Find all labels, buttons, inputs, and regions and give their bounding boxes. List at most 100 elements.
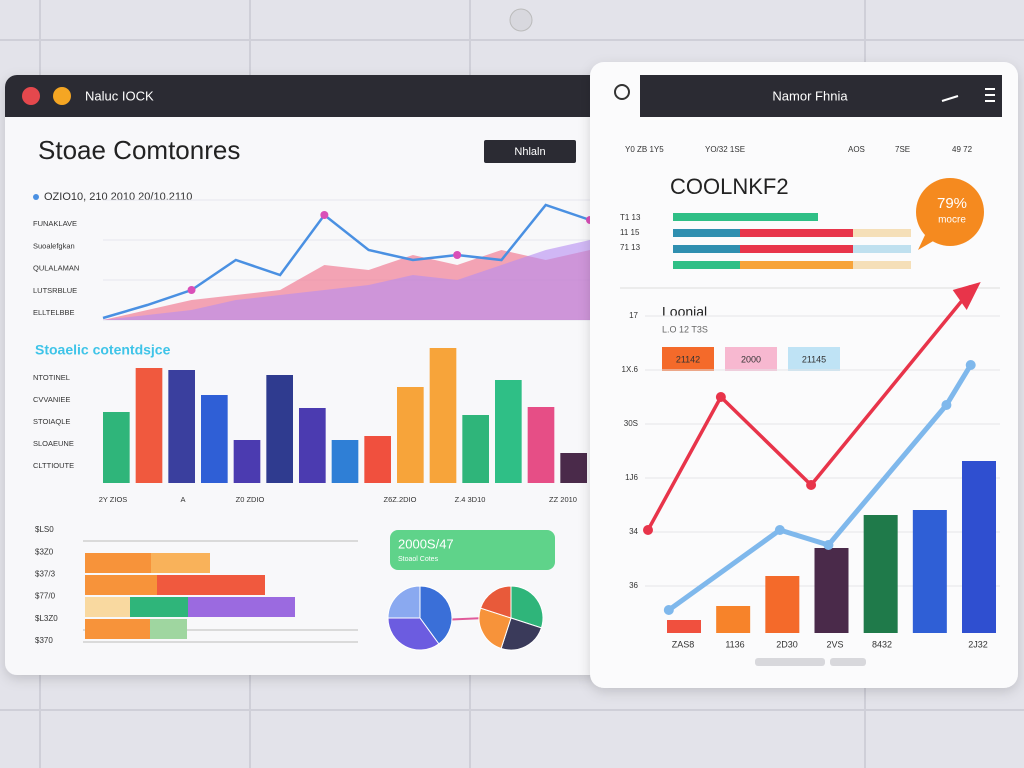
bar	[103, 412, 130, 483]
tag	[788, 347, 840, 371]
camera	[509, 8, 533, 32]
row-label: ELLTELBBE	[33, 308, 75, 317]
line-point	[453, 251, 462, 259]
pie-slice	[500, 617, 543, 651]
hbar-segment	[85, 553, 151, 573]
badge-sub: mocre	[938, 215, 966, 226]
bar	[912, 510, 947, 633]
row-label: $LS0	[35, 525, 54, 534]
x-label: 2D30	[776, 639, 798, 649]
hbar-segment	[673, 213, 818, 221]
row-label: FUNAKLAVE	[33, 219, 77, 228]
x-label: Z0 ZDIO	[236, 495, 265, 504]
menu-icon[interactable]	[985, 88, 995, 102]
x-label: A	[180, 495, 185, 504]
bar	[667, 620, 701, 633]
arrow-head	[952, 282, 981, 310]
area	[103, 240, 590, 320]
y-label: 1X.6	[622, 365, 639, 374]
hbar-segment	[150, 619, 187, 639]
top-label: Y0 ZB 1Y5	[625, 145, 664, 154]
row-label: $37/3	[35, 570, 56, 579]
row-label: STOIAQLE	[33, 417, 70, 426]
bar	[495, 380, 522, 483]
row-label: $370	[35, 636, 53, 645]
top-label: YO/32 1SE	[705, 145, 745, 154]
line-point	[806, 480, 817, 490]
badge-title: 2000S/47	[398, 536, 454, 551]
chart-heading: Loonial	[662, 304, 707, 320]
tag	[662, 347, 714, 371]
hbar-segment	[188, 597, 295, 617]
hbar-segment	[85, 575, 157, 595]
bar	[863, 515, 898, 633]
row-label: CVVANIEE	[33, 395, 70, 404]
hbar-segment	[673, 229, 740, 237]
x-label: Z.4 3D10	[455, 495, 486, 504]
settings-icon[interactable]	[614, 84, 630, 100]
window-body	[5, 75, 603, 675]
row-label: 11 15	[620, 228, 640, 237]
left-window: Naluc IOCK Stoae Comtonres Nhlaln OZIO10…	[5, 75, 603, 675]
hbar-segment	[85, 597, 130, 617]
badge-sub: Stoaol Cotes	[398, 556, 439, 563]
pie-slice	[387, 585, 421, 619]
scroll-pill[interactable]	[830, 658, 866, 666]
badge-value: 79%	[937, 195, 967, 212]
x-label: 1136	[725, 639, 744, 649]
subheading: Stoaelic cotentdsjce	[35, 342, 171, 358]
bar	[962, 461, 996, 633]
x-label: ZAS8	[672, 639, 695, 649]
top-label: 49 72	[952, 145, 973, 154]
bar	[765, 576, 800, 633]
dot	[33, 194, 39, 200]
heading: COOLNKF2	[670, 174, 789, 199]
hbar-segment	[853, 229, 911, 237]
right-window: Namor Fhnia COOLNKF2 79% mocre Loonial L…	[590, 62, 1018, 688]
y-label: 36	[629, 581, 638, 590]
badge	[390, 530, 555, 570]
row-label: 71 13	[620, 243, 641, 252]
x-label: 8432	[872, 639, 892, 649]
hbar-segment	[673, 245, 740, 253]
button[interactable]	[484, 140, 576, 163]
pie-slice	[479, 585, 512, 619]
bar	[201, 395, 228, 483]
line	[646, 288, 973, 532]
line-point	[663, 605, 674, 615]
badge-tail	[918, 235, 935, 250]
button-label[interactable]: Nhlaln	[514, 146, 545, 158]
bar	[135, 368, 163, 483]
bar	[814, 548, 849, 633]
row-label: NTOTINEL	[33, 373, 70, 382]
hbar-segment	[740, 245, 853, 253]
bar	[168, 370, 195, 483]
window-body	[590, 62, 1018, 688]
row-label: LUTSRBLUE	[33, 286, 77, 295]
hbar-segment	[740, 261, 853, 269]
row-label: QULALAMAN	[33, 264, 79, 273]
hbar-segment	[85, 619, 150, 639]
tag-label: 21145	[802, 354, 826, 364]
x-label: ZZ 2010	[549, 495, 577, 504]
hbar-segment	[151, 553, 210, 573]
edit-icon[interactable]	[941, 95, 959, 102]
minimize-button[interactable]	[53, 87, 71, 105]
row-label: Suoalefgkan	[33, 241, 75, 250]
row-label: $77/0	[35, 592, 56, 601]
scroll-pill[interactable]	[755, 658, 825, 666]
chart-sub: L.O 12 T3S	[662, 324, 708, 334]
bar	[560, 453, 587, 483]
line-point	[715, 392, 726, 402]
pie-slice	[478, 607, 512, 650]
close-button[interactable]	[22, 87, 40, 105]
heading: Stoae Comtonres	[38, 135, 240, 165]
line-point	[823, 540, 834, 550]
window-title: Naluc IOCK	[85, 88, 154, 103]
pie-slice	[510, 585, 544, 629]
date-line: OZIO10, 210 2010 20/10.2110	[44, 191, 192, 203]
y-label: 1J6	[625, 473, 638, 482]
hbar-segment	[157, 575, 265, 595]
pie-slice	[419, 585, 453, 645]
